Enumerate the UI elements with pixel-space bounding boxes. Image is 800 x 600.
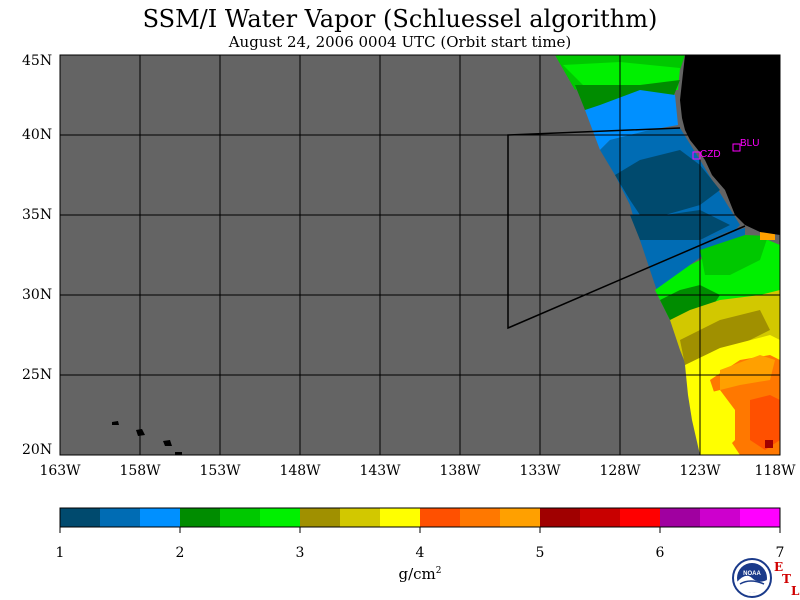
colorbar-swatch xyxy=(220,508,261,527)
north-america-land xyxy=(680,55,780,235)
colorbar xyxy=(60,508,781,527)
colorbar-swatch xyxy=(420,508,461,527)
colorbar-swatch xyxy=(380,508,421,527)
colorbar-swatch xyxy=(660,508,701,527)
etl-letter-t: T xyxy=(782,572,791,586)
colorbar-swatch xyxy=(740,508,781,527)
colorbar-swatch xyxy=(140,508,181,527)
colorbar-swatch xyxy=(580,508,621,527)
lon-label-118w: 118W xyxy=(754,463,796,479)
page-title: SSM/I Water Vapor (Schluessel algorithm) xyxy=(142,5,658,33)
colorbar-label-1: 1 xyxy=(55,545,65,561)
station-blu-marker xyxy=(732,143,741,152)
station-czd-label: CZD xyxy=(700,149,721,160)
etl-logo: E T L xyxy=(772,560,800,600)
colorbar-label-6: 6 xyxy=(655,545,665,561)
noaa-logo-text: NOAA xyxy=(743,571,761,577)
colorbar-swatch xyxy=(500,508,541,527)
lon-label-148w: 148W xyxy=(279,463,321,479)
lon-label-133w: 133W xyxy=(519,463,561,479)
station-blu: BLU xyxy=(732,138,759,152)
page-subtitle: August 24, 2006 0004 UTC (Orbit start ti… xyxy=(228,33,572,51)
units-text: g/cm xyxy=(398,565,436,583)
colorbar-swatch xyxy=(260,508,301,527)
lat-label-30n: 30N xyxy=(22,287,53,303)
lon-label-163w: 163W xyxy=(39,463,81,479)
colorbar-ticks xyxy=(59,527,781,533)
colorbar-label-2: 2 xyxy=(175,545,185,561)
units-superscript: 2 xyxy=(435,566,442,576)
lon-label-143w: 143W xyxy=(359,463,401,479)
lat-label-45n: 45N xyxy=(22,53,53,69)
etl-letter-l: L xyxy=(791,584,800,598)
lon-label-153w: 153W xyxy=(199,463,241,479)
colorbar-label-3: 3 xyxy=(295,545,305,561)
map-grid xyxy=(60,55,780,455)
lon-label-138w: 138W xyxy=(439,463,481,479)
noaa-logo: NOAA xyxy=(732,558,772,598)
etl-letter-e: E xyxy=(774,560,784,574)
lon-label-128w: 128W xyxy=(599,463,641,479)
lat-label-40n: 40N xyxy=(22,127,53,143)
lon-label-158w: 158W xyxy=(119,463,161,479)
lat-label-25n: 25N xyxy=(22,367,53,383)
colorbar-swatch xyxy=(180,508,221,527)
colorbar-swatch xyxy=(100,508,141,527)
colorbar-swatch xyxy=(460,508,501,527)
colorbar-label-7: 7 xyxy=(775,545,785,561)
map-frame xyxy=(59,54,781,456)
station-blu-label: BLU xyxy=(740,138,759,149)
colorbar-swatch xyxy=(700,508,741,527)
model-domain-outline xyxy=(507,127,746,330)
colorbar-label-5: 5 xyxy=(535,545,545,561)
station-czd-marker xyxy=(692,151,701,160)
lon-label-123w: 123W xyxy=(679,463,721,479)
lat-label-35n: 35N xyxy=(22,207,53,223)
station-czd: CZD xyxy=(692,149,721,160)
colorbar-swatch xyxy=(340,508,381,527)
colorbar-swatch xyxy=(620,508,661,527)
colorbar-swatch xyxy=(60,508,101,527)
lat-label-20n: 20N xyxy=(22,442,53,458)
colorbar-swatch xyxy=(300,508,341,527)
colorbar-swatch xyxy=(540,508,581,527)
colorbar-label-4: 4 xyxy=(415,545,425,561)
colorbar-units: g/cm2 xyxy=(380,565,460,583)
